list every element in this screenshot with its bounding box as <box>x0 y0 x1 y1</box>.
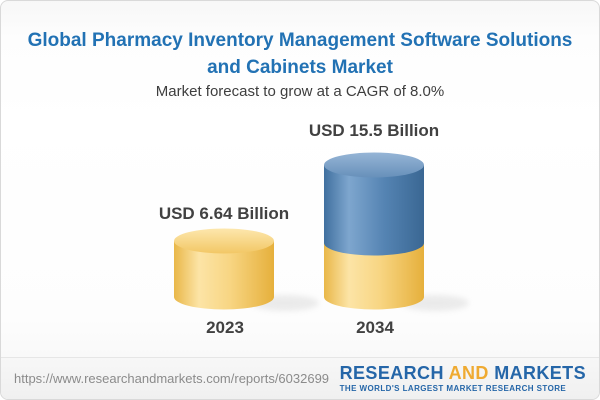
logo-word-research: RESEARCH <box>339 363 444 383</box>
value-label-2034: USD 15.5 Billion <box>308 121 440 140</box>
bar-2034-cylinder <box>324 152 424 310</box>
page-subtitle: Market forecast to grow at a CAGR of 8.0… <box>155 83 445 100</box>
bar-2034-blue-segment <box>324 165 424 256</box>
page-title: Global Pharmacy Inventory Management Sof… <box>27 30 573 78</box>
value-label-2023: USD 6.64 Billion <box>158 204 290 223</box>
logo-word-and: AND <box>448 363 489 383</box>
footer-bar: https://www.researchandmarkets.com/repor… <box>1 357 599 399</box>
axis-label-2023: 2023 <box>206 318 244 337</box>
axis-label-2034: 2034 <box>356 318 394 337</box>
logo-tagline: THE WORLD'S LARGEST MARKET RESEARCH STOR… <box>339 384 567 393</box>
bar-2023-cylinder <box>174 228 274 310</box>
bar-2034-yellow-segment <box>324 243 424 310</box>
logo-wordmark: RESEARCH AND MARKETS <box>340 364 586 382</box>
report-url[interactable]: https://www.researchandmarkets.com/repor… <box>14 371 330 386</box>
logo-word-markets: MARKETS <box>494 363 586 383</box>
research-and-markets-logo[interactable]: RESEARCH AND MARKETS THE WORLD'S LARGEST… <box>340 364 586 393</box>
bar-2034-top <box>324 152 424 178</box>
